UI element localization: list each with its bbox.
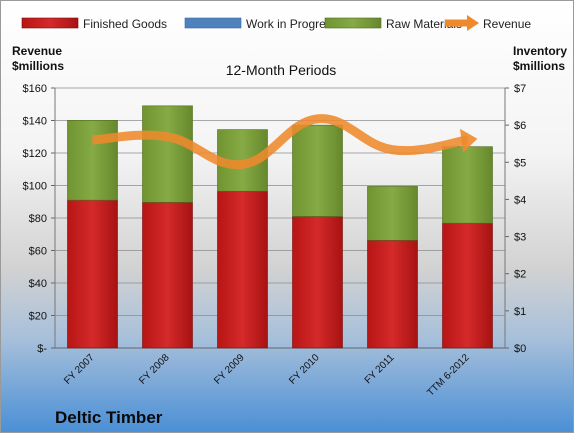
bar-raw-materials — [67, 120, 118, 201]
left-tick-label: $160 — [23, 83, 47, 95]
left-axis: $- $20 $40 $60 $80 $100 $120 $140 $160 — [23, 83, 56, 355]
right-axis-title-line1: Inventory — [513, 44, 567, 58]
legend-label: Finished Goods — [83, 17, 167, 31]
bar-raw-materials — [442, 146, 493, 224]
legend-work-in-progress: Work in Progress — [184, 17, 338, 31]
revenue-arrowhead — [460, 128, 478, 153]
right-tick-label: $6 — [514, 120, 526, 132]
right-tick-label: $5 — [514, 157, 526, 169]
bar-finished-goods — [292, 216, 343, 349]
left-tick-label: $60 — [29, 246, 47, 258]
right-tick-label: $3 — [514, 232, 526, 244]
left-tick-label: $80 — [29, 213, 47, 225]
right-tick-label: $7 — [514, 83, 526, 95]
bar-raw-materials — [367, 186, 418, 241]
legend-finished-goods: Finished Goods — [21, 17, 167, 31]
right-tick-label: $2 — [514, 269, 526, 281]
left-tick-label: $- — [37, 343, 47, 355]
bar-finished-goods — [142, 202, 193, 349]
right-tick-label: $0 — [514, 343, 526, 355]
right-tick-label: $4 — [514, 194, 526, 206]
right-axis: $0 $1 $2 $3 $4 $5 $6 $7 — [55, 83, 526, 355]
bar-finished-goods — [67, 199, 118, 349]
legend-swatch — [324, 17, 382, 29]
bars — [67, 105, 493, 349]
bar-finished-goods — [442, 222, 493, 349]
right-axis-title-line2: $millions — [513, 59, 565, 73]
company-name: Deltic Timber — [55, 408, 163, 427]
revenue-line-group — [92, 114, 478, 170]
legend: Finished Goods Work in Progress Raw Materi… — [21, 15, 531, 31]
legend-revenue: Revenue — [445, 15, 531, 31]
bar-finished-goods — [217, 190, 268, 349]
left-axis-title-line1: Revenue — [12, 44, 62, 58]
left-tick-label: $120 — [23, 148, 47, 160]
left-tick-label: $40 — [29, 278, 47, 290]
right-tick-label: $1 — [514, 306, 526, 318]
left-axis-title-line2: $millions — [12, 59, 64, 73]
bar-finished-goods — [367, 239, 418, 349]
bar-raw-materials — [292, 124, 343, 217]
legend-swatch — [184, 17, 242, 29]
legend-swatch — [21, 17, 79, 29]
left-tick-label: $140 — [23, 116, 47, 128]
left-tick-label: $20 — [29, 311, 47, 323]
legend-raw-materials: Raw Materials — [324, 17, 462, 31]
revenue-line — [92, 114, 469, 170]
chart-subtitle: 12-Month Periods — [226, 62, 337, 78]
legend-arrow-swatch — [467, 15, 479, 31]
bar-raw-materials — [142, 105, 193, 203]
legend-label: Raw Materials — [386, 17, 462, 31]
legend-label: Revenue — [483, 17, 531, 31]
legend-label: Work in Progress — [246, 17, 338, 31]
left-tick-label: $100 — [23, 181, 47, 193]
